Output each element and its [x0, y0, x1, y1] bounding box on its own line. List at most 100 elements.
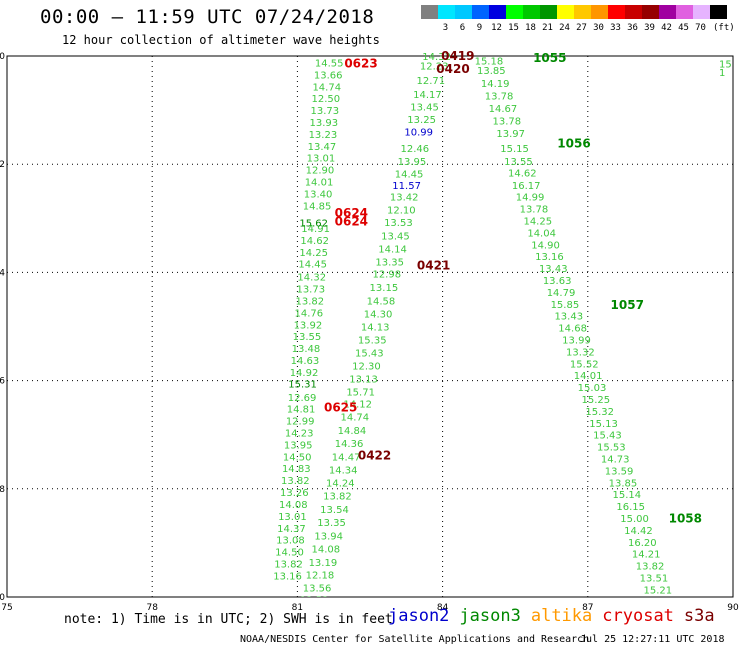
- wave-height-value: 14.74: [341, 412, 370, 423]
- legend-swatch: [625, 5, 642, 19]
- legend-label: 3: [442, 23, 449, 33]
- wave-height-value: 14.30: [364, 310, 393, 321]
- legend-label: 15: [508, 23, 519, 33]
- legend-label: 21: [542, 23, 553, 33]
- wave-height-value: 14.01: [305, 178, 334, 189]
- legend-swatch: [693, 5, 710, 19]
- wave-height-value: 14.17: [413, 90, 442, 101]
- wave-height-value: 12.71: [417, 76, 446, 87]
- wave-height-value: 13.73: [311, 106, 340, 117]
- satellite-legend-altika: altika: [530, 606, 593, 626]
- wave-height-value: 15.32: [585, 407, 614, 418]
- wave-height-value: 12.90: [306, 166, 335, 177]
- wave-height-value: 13.51: [640, 574, 669, 585]
- wave-height-value: 13.85: [609, 478, 638, 489]
- wave-height-value: 15.00: [620, 514, 649, 525]
- wave-height-value: 14.14: [378, 245, 407, 256]
- wave-height-value: 13.32: [566, 347, 595, 358]
- wave-height-value: 15.35: [358, 335, 387, 346]
- wave-height-value: 12.99: [286, 417, 315, 428]
- pass-time-label: 0625: [324, 401, 357, 415]
- wave-height-value: 14.32: [422, 52, 451, 63]
- wave-height-value: 13.55: [504, 157, 533, 168]
- wave-height-value: 12.98: [372, 269, 401, 280]
- pass-time-label: 0624: [335, 214, 368, 228]
- wave-height-value: 13.43: [554, 312, 583, 323]
- generation-timestamp: Jul 25 12:27:11 UTC 2018: [580, 634, 725, 645]
- wave-height-value: 14.23: [285, 429, 314, 440]
- longitude-tick-label: 90: [727, 603, 739, 613]
- wave-height-value: 14.84: [338, 426, 367, 437]
- wave-height-value: 15.14: [613, 490, 642, 501]
- legend-swatch: [676, 5, 693, 19]
- wave-height-value: 13.92: [294, 320, 323, 331]
- wave-height-value: 14.08: [279, 500, 308, 511]
- wave-height-value: 13.16: [273, 571, 302, 582]
- pass-time-label: 0623: [344, 56, 377, 70]
- wave-height-value: 15.03: [578, 383, 607, 394]
- latitude-tick-label: -20: [0, 593, 5, 603]
- legend-swatch: [438, 5, 455, 19]
- pass-time-label: 0421: [417, 258, 450, 272]
- wave-height-value: 13.97: [496, 129, 525, 140]
- wave-height-value: 13.95: [398, 157, 427, 168]
- legend-swatch: [506, 5, 523, 19]
- wave-height-value: 13.35: [375, 258, 404, 269]
- wave-height-value: 14.45: [298, 260, 327, 271]
- legend-swatch: [455, 5, 472, 19]
- legend-swatch: [659, 5, 676, 19]
- wave-height-value: 15.53: [597, 443, 626, 454]
- legend-swatch: [472, 5, 489, 19]
- wave-height-value: 14.68: [558, 324, 587, 335]
- legend-label: 18: [525, 23, 536, 33]
- wave-height-value: 15.31: [288, 379, 317, 390]
- wave-height-value: 13.82: [296, 297, 325, 308]
- longitude-tick-label: 87: [582, 603, 593, 613]
- wave-height-value: 13.40: [304, 189, 333, 200]
- wave-height-value: 13.95: [284, 440, 313, 451]
- wave-height-value: 14.47: [332, 452, 361, 463]
- wave-height-value: 15.43: [355, 348, 384, 359]
- wave-height-value: 14.21: [632, 550, 661, 561]
- wave-height-value: 15.18: [475, 56, 504, 67]
- wave-height-value: 12.10: [387, 206, 416, 217]
- wave-height-value: 15.52: [570, 359, 599, 370]
- wave-height-value: 13.01: [278, 512, 307, 523]
- satellite-legend: jason2 jason3 altika cryosat s3a: [388, 606, 725, 626]
- wave-height-value: 14.13: [361, 323, 390, 334]
- wave-height-value: 13.08: [276, 536, 305, 547]
- wave-height-value: 13.53: [384, 218, 413, 229]
- legend-swatch: [574, 5, 591, 19]
- wave-height-value: 12.53: [300, 596, 329, 607]
- wave-height-value: 14.45: [395, 169, 424, 180]
- satellite-legend-jason2: jason2: [388, 606, 450, 626]
- latitude-tick-label: -16: [0, 377, 5, 387]
- wave-height-value: 14.04: [527, 228, 556, 239]
- wave-height-value: 16.20: [628, 538, 657, 549]
- wave-height-value: 13.54: [320, 505, 349, 516]
- legend-swatch: [557, 5, 574, 19]
- wave-height-value: 15.21: [643, 585, 672, 596]
- wave-height-value: 13.82: [323, 491, 352, 502]
- legend-label: 36: [627, 23, 638, 33]
- wave-height-value: 13.93: [310, 118, 339, 129]
- wave-height-value: 13.66: [314, 70, 343, 81]
- wave-height-value: 12.50: [311, 94, 340, 105]
- wave-height-value: 14.76: [295, 308, 324, 319]
- pass-time-label: 0420: [436, 62, 469, 76]
- pass-time-label: 0419: [441, 49, 474, 63]
- wave-height-value: 15.85: [551, 300, 580, 311]
- wave-height-value: 13.99: [562, 335, 591, 346]
- wave-height-value: 14.01: [574, 371, 603, 382]
- legend-label: 45: [678, 23, 689, 33]
- pass-time-label: 1056: [557, 137, 590, 151]
- map-frame: [6, 55, 734, 598]
- wave-height-value: 13.01: [307, 154, 336, 165]
- wave-height-value: 12.23: [420, 62, 449, 73]
- wave-height-value: 13.78: [485, 91, 514, 102]
- map-subtitle: 12 hour collection of altimeter wave hei…: [62, 33, 380, 47]
- longitude-tick-label: 84: [437, 603, 449, 613]
- wave-height-value: 13.23: [309, 130, 338, 141]
- latitude-tick-label: -18: [0, 485, 5, 495]
- wave-height-value: 14.74: [312, 82, 341, 93]
